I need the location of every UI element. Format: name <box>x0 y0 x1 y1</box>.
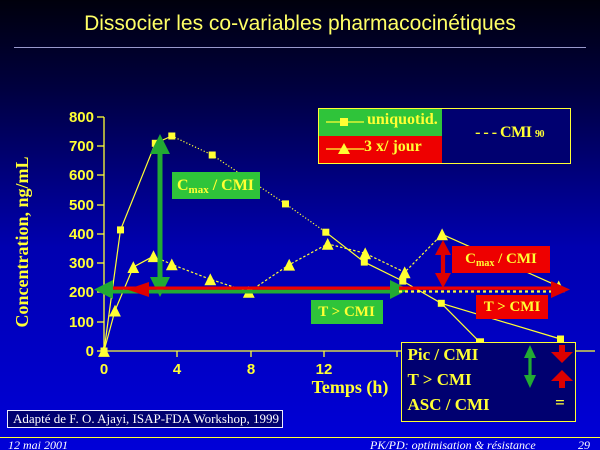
svg-text:=: = <box>555 393 565 412</box>
